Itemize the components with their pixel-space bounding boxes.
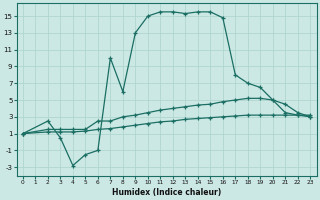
- X-axis label: Humidex (Indice chaleur): Humidex (Indice chaleur): [112, 188, 221, 197]
